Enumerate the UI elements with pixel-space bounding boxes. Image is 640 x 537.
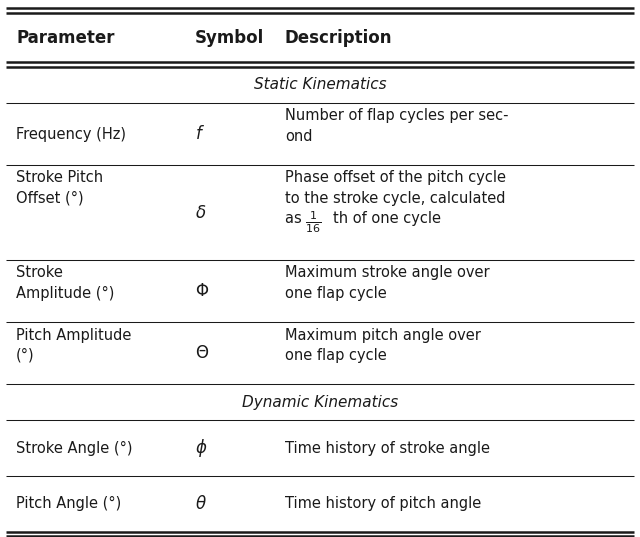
Text: Offset (°): Offset (°) — [16, 191, 84, 206]
Text: Parameter: Parameter — [16, 28, 115, 47]
Text: Stroke Pitch: Stroke Pitch — [16, 171, 103, 185]
Text: one flap cycle: one flap cycle — [285, 348, 387, 363]
Text: Maximum stroke angle over: Maximum stroke angle over — [285, 265, 490, 280]
Text: Dynamic Kinematics: Dynamic Kinematics — [242, 395, 398, 410]
Text: to the stroke cycle, calculated: to the stroke cycle, calculated — [285, 191, 506, 206]
Text: Amplitude (°): Amplitude (°) — [16, 286, 115, 301]
Text: Static Kinematics: Static Kinematics — [253, 77, 387, 92]
Text: Phase offset of the pitch cycle: Phase offset of the pitch cycle — [285, 171, 506, 185]
Text: (°): (°) — [16, 348, 35, 363]
Text: $\frac{1}{16}$: $\frac{1}{16}$ — [305, 209, 321, 235]
Text: $\Phi$: $\Phi$ — [195, 282, 209, 300]
Text: Number of flap cycles per sec-: Number of flap cycles per sec- — [285, 108, 508, 124]
Text: Symbol: Symbol — [195, 28, 264, 47]
Text: Pitch Angle (°): Pitch Angle (°) — [16, 496, 121, 511]
Text: as: as — [285, 212, 306, 226]
Text: Stroke Angle (°): Stroke Angle (°) — [16, 441, 132, 456]
Text: Frequency (Hz): Frequency (Hz) — [16, 127, 126, 142]
Text: $\delta$: $\delta$ — [195, 204, 207, 222]
Text: Pitch Amplitude: Pitch Amplitude — [16, 328, 131, 343]
Text: ond: ond — [285, 129, 312, 144]
Text: one flap cycle: one flap cycle — [285, 286, 387, 301]
Text: Time history of pitch angle: Time history of pitch angle — [285, 496, 481, 511]
Text: $f$: $f$ — [195, 125, 205, 143]
Text: th of one cycle: th of one cycle — [333, 212, 442, 226]
Text: Maximum pitch angle over: Maximum pitch angle over — [285, 328, 481, 343]
Text: Time history of stroke angle: Time history of stroke angle — [285, 441, 490, 456]
Text: Stroke: Stroke — [16, 265, 63, 280]
Text: $\phi$: $\phi$ — [195, 437, 207, 459]
Text: Description: Description — [285, 28, 392, 47]
Text: $\theta$: $\theta$ — [195, 495, 207, 513]
Text: $\Theta$: $\Theta$ — [195, 344, 209, 362]
